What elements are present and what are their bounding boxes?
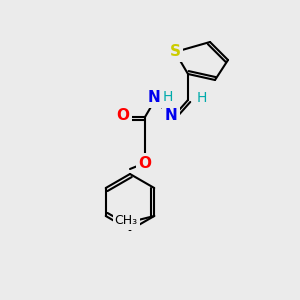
Text: S: S: [169, 44, 181, 59]
Text: H: H: [197, 91, 207, 105]
Text: O: O: [116, 109, 130, 124]
Text: O: O: [139, 155, 152, 170]
Text: N: N: [148, 91, 160, 106]
Text: CH₃: CH₃: [115, 214, 138, 227]
Text: H: H: [163, 90, 173, 104]
Text: N: N: [165, 109, 177, 124]
